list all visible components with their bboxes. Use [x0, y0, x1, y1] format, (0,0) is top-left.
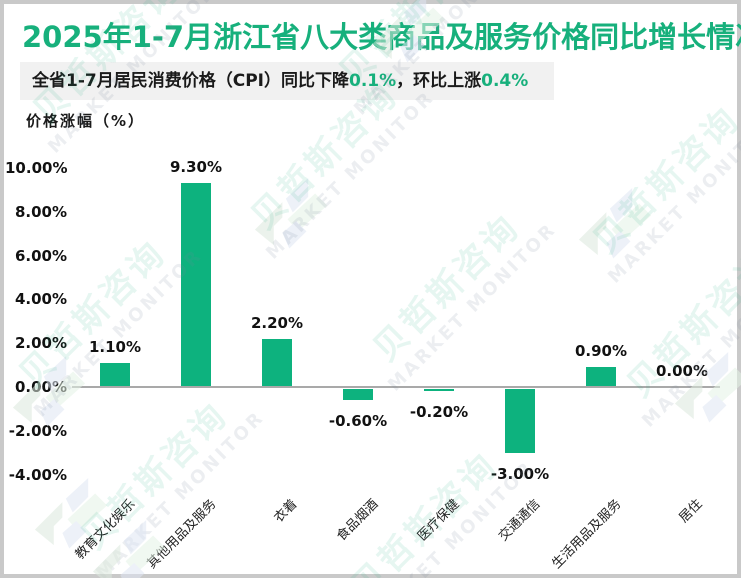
watermark-logo-icon [572, 188, 658, 278]
y-tick-label: 4.00% [14, 290, 67, 309]
zero-axis-line [72, 386, 720, 388]
bar-value-label: -0.60% [328, 412, 388, 431]
y-tick-label: 6.00% [14, 246, 67, 265]
watermark-en-text: MARKET MONITOR [92, 406, 269, 578]
watermark-en-text: MARKET MONITOR [638, 254, 741, 432]
bar-value-label: 1.10% [88, 337, 142, 356]
watermark-en-text: MARKET MONITOR [604, 110, 741, 288]
watermark-cn-text: 贝哲斯咨询 [343, 444, 507, 578]
watermark-en-text: MARKET MONITOR [384, 218, 561, 396]
chart-title: 2025年1-7月浙江省八大类商品及服务价格同比增长情况 [22, 20, 741, 54]
x-category-label: 教育文化娱乐 [72, 496, 139, 563]
chart-subtitle: 全省1-7月居民消费价格（CPI）同比下降0.1%，环比上涨0.4% [20, 62, 554, 100]
bar [505, 389, 535, 453]
watermark-cn-text: 贝哲斯咨询 [619, 242, 741, 406]
x-category-label: 其他用品及服务 [144, 496, 220, 572]
x-category-label: 医疗保健 [415, 496, 463, 545]
watermark-en-text: MARKET MONITOR [262, 86, 439, 264]
y-tick-label: 0.00% [14, 378, 67, 396]
subtitle-text: 全省1-7月居民消费价格（CPI）同比下降 [32, 71, 349, 91]
y-tick-label: 10.00% [5, 159, 68, 177]
bar [586, 367, 616, 387]
bar [100, 362, 130, 387]
y-tick-label: -4.00% [8, 465, 67, 484]
y-tick-label: -2.00% [8, 421, 67, 440]
y-tick-label: 8.00% [14, 202, 67, 221]
watermark-cn-text: 贝哲斯咨询 [365, 206, 529, 370]
bar-value-label: -3.00% [490, 464, 550, 483]
bar-value-label: -0.20% [409, 403, 469, 422]
bar-value-label: 2.20% [250, 313, 304, 332]
subtitle-text: ，环比上涨 [396, 71, 482, 91]
x-category-label: 生活用品及服务 [549, 496, 625, 572]
bar-value-label: 9.30% [169, 158, 223, 177]
bar [262, 338, 292, 387]
bar-value-label: 0.00% [655, 362, 709, 380]
bar [343, 389, 373, 401]
y-tick-label: 2.00% [14, 334, 67, 353]
x-category-label: 衣着 [271, 496, 301, 526]
x-category-label: 交通通信 [496, 496, 544, 545]
bar [181, 183, 211, 387]
x-category-label: 食品烟酒 [334, 496, 382, 545]
y-axis-title: 价格涨幅（%） [26, 112, 146, 130]
bar [424, 389, 454, 392]
watermark-logo-icon [248, 178, 334, 268]
subtitle-highlight-value: 0.1% [348, 71, 397, 91]
subtitle-highlight-value: 0.4% [481, 71, 529, 91]
x-category-label: 居住 [676, 496, 706, 526]
bar-value-label: 0.90% [574, 342, 628, 361]
watermark-cn-text: 贝哲斯咨询 [585, 98, 741, 262]
